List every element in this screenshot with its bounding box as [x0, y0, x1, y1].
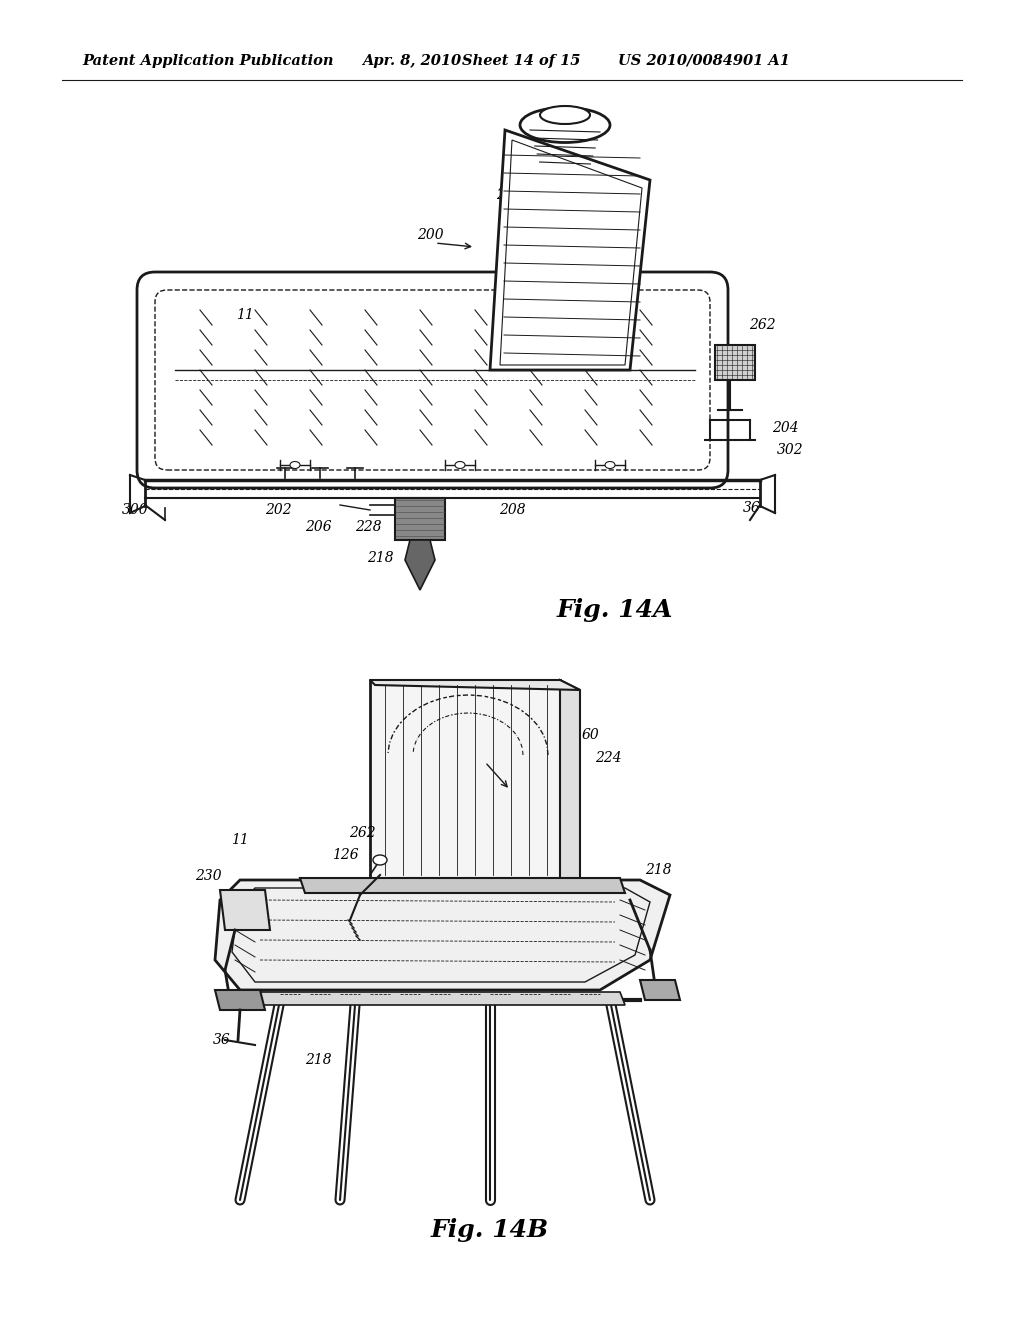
- Polygon shape: [640, 979, 680, 1001]
- Text: 208: 208: [499, 503, 525, 517]
- Text: 126: 126: [332, 847, 358, 862]
- Text: 218: 218: [645, 863, 672, 876]
- Text: 206: 206: [305, 520, 332, 535]
- Text: Apr. 8, 2010: Apr. 8, 2010: [362, 54, 461, 69]
- Text: 300: 300: [122, 503, 148, 517]
- Text: 202: 202: [264, 503, 291, 517]
- Ellipse shape: [520, 107, 610, 143]
- Text: 302: 302: [776, 444, 803, 457]
- Text: 200: 200: [417, 228, 443, 242]
- Text: Fig. 14B: Fig. 14B: [431, 1218, 549, 1242]
- Polygon shape: [220, 890, 270, 931]
- Polygon shape: [215, 990, 265, 1010]
- Text: 204: 204: [772, 421, 799, 436]
- Text: US 2010/0084901 A1: US 2010/0084901 A1: [618, 54, 790, 69]
- Ellipse shape: [290, 462, 300, 469]
- Text: 11: 11: [231, 833, 249, 847]
- Ellipse shape: [605, 462, 615, 469]
- Text: Fig. 14A: Fig. 14A: [557, 598, 673, 622]
- Polygon shape: [406, 540, 435, 590]
- Text: 60: 60: [582, 729, 599, 742]
- Text: 36: 36: [743, 502, 761, 515]
- Text: Sheet 14 of 15: Sheet 14 of 15: [462, 54, 581, 69]
- Ellipse shape: [455, 462, 465, 469]
- Text: 228: 228: [354, 520, 381, 535]
- Text: 262: 262: [349, 826, 376, 840]
- Text: 218: 218: [367, 550, 393, 565]
- Ellipse shape: [373, 855, 387, 865]
- Polygon shape: [255, 993, 625, 1005]
- Polygon shape: [395, 498, 445, 540]
- Polygon shape: [215, 880, 670, 990]
- FancyBboxPatch shape: [137, 272, 728, 488]
- Text: Patent Application Publication: Patent Application Publication: [82, 54, 334, 69]
- Text: 224: 224: [595, 751, 622, 766]
- Text: 24: 24: [496, 187, 514, 202]
- Polygon shape: [370, 680, 560, 880]
- Ellipse shape: [540, 106, 590, 124]
- Text: 16: 16: [616, 201, 634, 214]
- Polygon shape: [370, 680, 580, 690]
- Text: 36: 36: [213, 1034, 230, 1047]
- Polygon shape: [560, 680, 580, 890]
- Text: 262: 262: [749, 318, 775, 333]
- Text: 11: 11: [237, 308, 254, 322]
- Text: 230: 230: [195, 869, 221, 883]
- Text: 218: 218: [305, 1053, 332, 1067]
- Polygon shape: [490, 129, 650, 370]
- Polygon shape: [300, 878, 625, 894]
- Polygon shape: [715, 345, 755, 380]
